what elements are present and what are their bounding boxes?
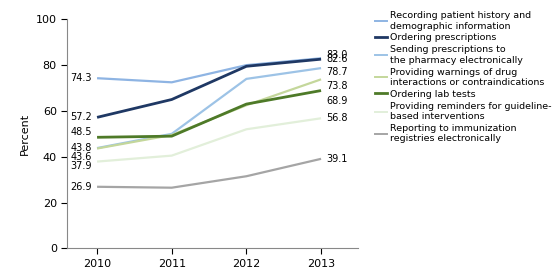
Text: 74.3: 74.3 xyxy=(71,73,92,83)
Text: 73.8: 73.8 xyxy=(326,81,348,91)
Text: 83.0: 83.0 xyxy=(326,50,348,60)
Text: 26.9: 26.9 xyxy=(71,182,92,192)
Text: 43.8: 43.8 xyxy=(71,143,92,153)
Text: 82.6: 82.6 xyxy=(326,54,348,64)
Text: 57.2: 57.2 xyxy=(70,112,92,122)
Text: 48.5: 48.5 xyxy=(71,127,92,137)
Text: 39.1: 39.1 xyxy=(326,154,348,164)
Y-axis label: Percent: Percent xyxy=(20,113,30,155)
Text: 56.8: 56.8 xyxy=(326,113,348,123)
Text: 43.6: 43.6 xyxy=(71,152,92,161)
Text: 68.9: 68.9 xyxy=(326,96,348,106)
Legend: Recording patient history and
demographic information, Ordering prescriptions, S: Recording patient history and demographi… xyxy=(371,7,556,147)
Text: 78.7: 78.7 xyxy=(326,67,348,76)
Text: 37.9: 37.9 xyxy=(71,161,92,171)
